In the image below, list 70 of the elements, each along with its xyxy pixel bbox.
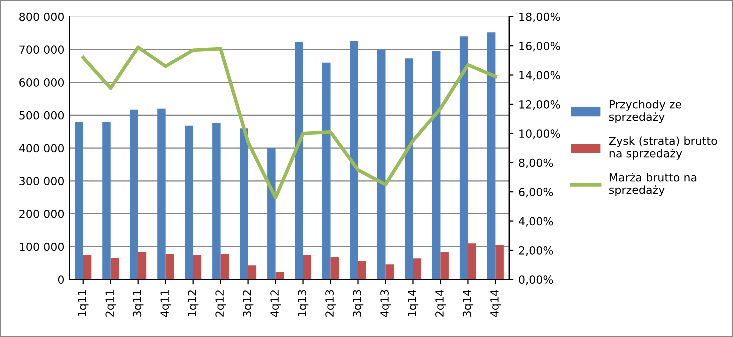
y-tick-label: 300 000 — [20, 177, 64, 186]
bar — [130, 110, 138, 280]
x-tick-label: 4q11 — [160, 290, 172, 318]
x-tick-label: 4q13 — [380, 290, 392, 318]
bar — [404, 58, 414, 280]
bar — [268, 148, 276, 280]
bar — [185, 126, 194, 280]
x-tick-label: 4q14 — [490, 290, 502, 318]
bar — [220, 254, 230, 280]
bar — [102, 122, 111, 280]
y2-tick-label: 8,00% — [519, 158, 554, 168]
y-tick-label: 800 000 — [20, 12, 64, 22]
x-tick-label: 1q14 — [408, 290, 419, 316]
x-tick-label: 4q12 — [270, 290, 282, 318]
line-series — [82, 46, 498, 200]
y-tick-label: 100 000 — [20, 242, 64, 252]
y2-tick-label: 12,00% — [520, 100, 560, 110]
x-tick-label: 3q12 — [243, 290, 254, 317]
x-tick-label: 3q13 — [353, 290, 364, 317]
bar — [303, 255, 312, 280]
x-tick-label: 2q14 — [436, 290, 446, 317]
bar — [468, 244, 476, 280]
y-tick-label: 500 000 — [20, 111, 64, 120]
y-tick-label: 200 000 — [20, 210, 64, 218]
bar — [432, 51, 441, 280]
y2-tick-label: 14,00% — [520, 71, 560, 81]
y2-tick-label: 10,00% — [520, 130, 560, 140]
legend-label: Przychody ze sprzedaży — [609, 100, 682, 124]
x-tick-label: 1q13 — [298, 290, 309, 316]
bar — [386, 264, 394, 280]
y-tick-label: 400 000 — [19, 144, 64, 153]
bar — [330, 257, 340, 280]
x-tick-label: 2q13 — [326, 290, 336, 317]
bar — [350, 41, 358, 280]
y2-tick-label: 16,00% — [520, 42, 560, 52]
y-tick-label: 700 000 — [20, 46, 64, 54]
bar — [487, 32, 496, 280]
bar — [83, 255, 92, 280]
y2-tick-label: 4,00% — [519, 217, 554, 227]
bar — [138, 252, 147, 280]
bar — [248, 266, 257, 280]
bar — [358, 261, 366, 280]
x-tick-label: 2q11 — [106, 290, 116, 317]
y-tick-label: 600 000 — [20, 78, 64, 87]
bar — [322, 62, 331, 280]
x-tick-label: 3q11 — [133, 290, 144, 317]
y2-tick-label: 0,00% — [519, 276, 554, 286]
x-tick-label: 3q14 — [463, 290, 474, 317]
legend-label: Zysk (strata) brutto na sprzedaży — [609, 136, 718, 160]
bar — [212, 122, 221, 280]
bar — [158, 108, 166, 280]
y2-tick-label: 2,00% — [519, 246, 554, 256]
y2-tick-label: 6,00% — [519, 188, 554, 198]
x-tick-label: 1q11 — [78, 290, 89, 316]
bar — [295, 42, 304, 280]
legend-label: Marża brutto na sprzedaży — [609, 173, 697, 196]
y2-tick-label: 18,00% — [520, 12, 560, 22]
bar — [75, 122, 84, 280]
bar — [377, 50, 386, 280]
x-tick-label: 2q12 — [216, 290, 226, 317]
bar — [166, 254, 174, 280]
bar — [496, 246, 504, 280]
bar — [460, 36, 468, 280]
bar — [110, 258, 120, 280]
bar — [193, 255, 202, 280]
bar — [240, 128, 248, 280]
y-tick-label: 0 — [58, 276, 64, 284]
bar — [440, 252, 449, 280]
x-tick-label: 1q12 — [188, 290, 199, 316]
bar — [413, 258, 422, 280]
